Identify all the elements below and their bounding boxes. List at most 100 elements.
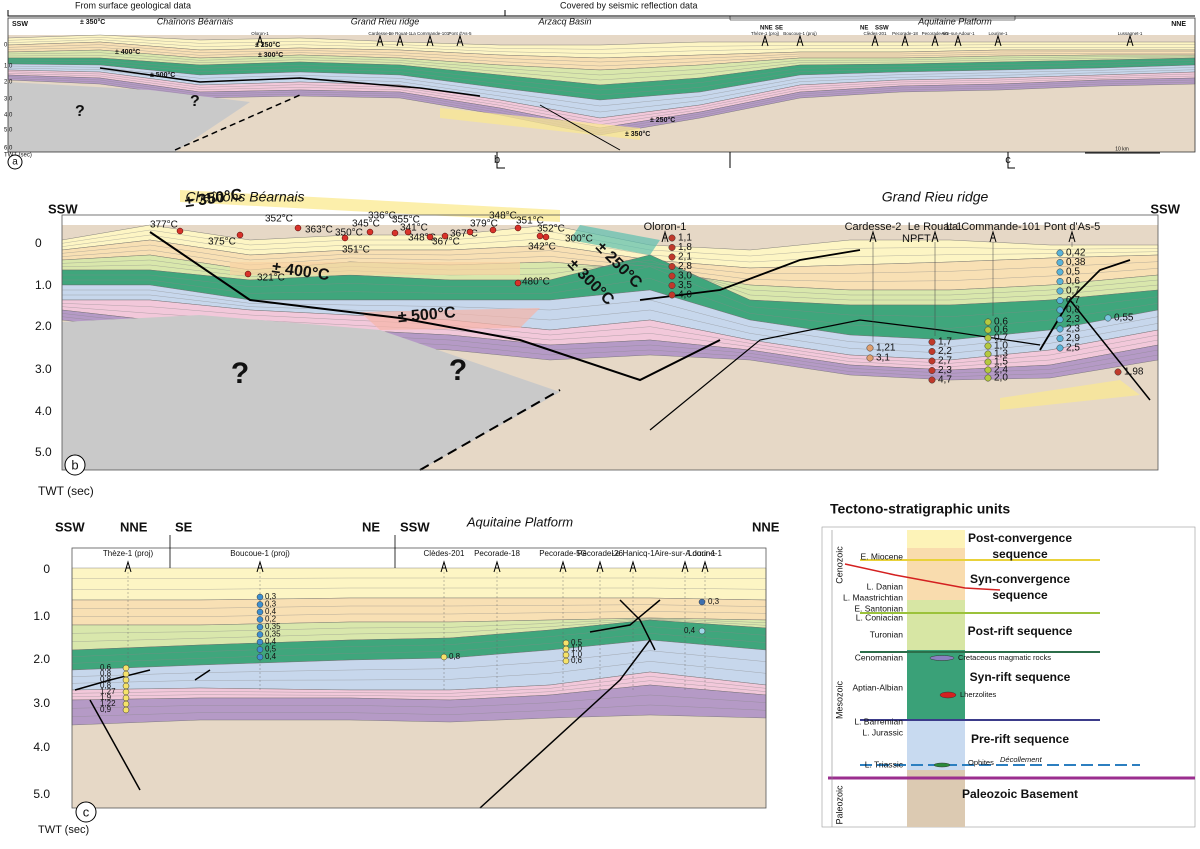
isotherm-label: ± 500°C — [150, 71, 175, 79]
sample-value: 3,1 — [876, 353, 890, 364]
bedding — [7, 37, 1195, 50]
well-name: Aire-sur-A dour-1 — [655, 549, 716, 558]
panel-badge — [7, 154, 23, 170]
sample-dot — [984, 342, 992, 350]
sample-value: 1,0 — [994, 341, 1008, 352]
sample-value: 0,38 — [1066, 257, 1086, 268]
sample-value: 0,3 — [265, 592, 277, 601]
sample-dot — [236, 231, 244, 239]
sample-value: 0,4 — [265, 637, 277, 646]
sample-value: 0,7 — [1066, 295, 1080, 306]
sample-value: 2,9 — [1066, 333, 1080, 344]
legend-title: Tectono-stratigraphic units — [830, 501, 1010, 517]
age-label: E. Santonian — [854, 603, 903, 613]
bedding — [62, 266, 1159, 317]
bedding — [71, 694, 767, 709]
label: Arzacq Basin — [537, 16, 591, 26]
age-label: L. Triassic — [865, 759, 904, 769]
well-name: Boucoue-1 (proj) — [230, 549, 290, 558]
fault — [194, 669, 211, 681]
temperature-label: 367°C — [450, 229, 478, 240]
well-icon — [559, 560, 567, 573]
well-icon — [796, 34, 804, 47]
bedding — [72, 611, 767, 617]
sample-dot — [256, 623, 264, 631]
sample-value: 0,6 — [100, 663, 112, 672]
sample-dot — [562, 651, 570, 659]
era-label: Mesozoic — [834, 680, 844, 719]
section-title: Aquitaine Platform — [466, 514, 573, 529]
bedding — [7, 55, 1196, 81]
sample-dot — [1056, 259, 1064, 266]
sample-dot — [562, 645, 570, 653]
sample-value: 2,4 — [994, 365, 1008, 376]
sample-dot — [668, 291, 676, 299]
well-name: Pont d'As-5 — [1044, 221, 1101, 233]
sample-dot — [122, 706, 130, 714]
well-name: Clèdes-201 — [863, 31, 887, 36]
sample-value: 0,3 — [265, 600, 277, 609]
sample-dot — [928, 348, 936, 355]
sample-value: 4,7 — [938, 375, 952, 386]
temperature-label: 321°C — [257, 273, 285, 284]
sample-dot — [1104, 314, 1112, 322]
label: SSW — [55, 519, 85, 534]
sample-dot — [256, 631, 264, 638]
bracket — [729, 16, 1016, 21]
label: 1.0 — [35, 278, 52, 292]
label: NE — [860, 26, 868, 32]
temperature-label: 367°C — [432, 237, 460, 248]
fault — [539, 104, 621, 151]
sample-value: 2,7 — [938, 356, 952, 367]
sample-value: 0,6 — [994, 317, 1008, 328]
well-name: Oloron-1 — [251, 31, 269, 36]
isotherm-band — [570, 225, 660, 255]
sample-dot — [366, 228, 374, 236]
bedding — [71, 633, 767, 664]
legend-symbol — [929, 655, 955, 661]
bedding — [72, 587, 767, 590]
label: 3.0 — [33, 696, 50, 710]
sample-value: 0,6 — [571, 656, 583, 665]
sequence-label: sequence — [992, 588, 1048, 602]
well-icon — [456, 34, 464, 47]
sample-value: 2,0 — [994, 373, 1008, 384]
sample-value: 2,1 — [678, 252, 692, 263]
sample-dot — [256, 601, 264, 608]
section-frame — [61, 214, 1159, 471]
feature-label: Lherzolites — [960, 690, 997, 699]
sample-value: 0,6 — [1066, 276, 1080, 287]
sample-dot — [489, 226, 497, 234]
sample-value: 2,3 — [1066, 314, 1080, 325]
well-icon — [256, 560, 264, 573]
sample-dot — [122, 664, 130, 672]
well-name: Lourine-1 — [988, 31, 1008, 36]
label: 5.0 — [4, 128, 13, 134]
sample-dot — [256, 653, 264, 661]
sequence-label: sequence — [992, 547, 1048, 561]
temperature-label: 379°C — [470, 219, 498, 230]
thrust-fault — [149, 231, 721, 382]
well-name: Clèdes-201 — [424, 549, 465, 558]
sample-dot — [668, 234, 676, 242]
bedding — [71, 618, 767, 634]
bedding — [7, 61, 1196, 96]
sample-value: 2,3 — [1066, 324, 1080, 335]
well-name: Le Rouat-1 — [908, 221, 962, 233]
sample-value: 3,0 — [678, 271, 692, 282]
sample-dot — [984, 358, 992, 366]
temperature-label: 352°C — [537, 224, 565, 235]
age-label: E. Miocene — [860, 551, 903, 561]
label: NNE — [120, 519, 148, 534]
bracket — [7, 10, 506, 17]
sample-value: 0,7 — [994, 333, 1008, 344]
sample-value: 0,55 — [1114, 313, 1134, 324]
sample-dot — [984, 334, 992, 342]
sample-dot — [866, 344, 874, 352]
bedding — [7, 47, 1195, 67]
label: 2.0 — [33, 652, 50, 666]
sample-dot — [244, 270, 252, 278]
bedding — [72, 577, 767, 579]
section-title: Grand Rieu ridge — [882, 189, 989, 205]
era-label: Cenozoic — [834, 546, 844, 584]
